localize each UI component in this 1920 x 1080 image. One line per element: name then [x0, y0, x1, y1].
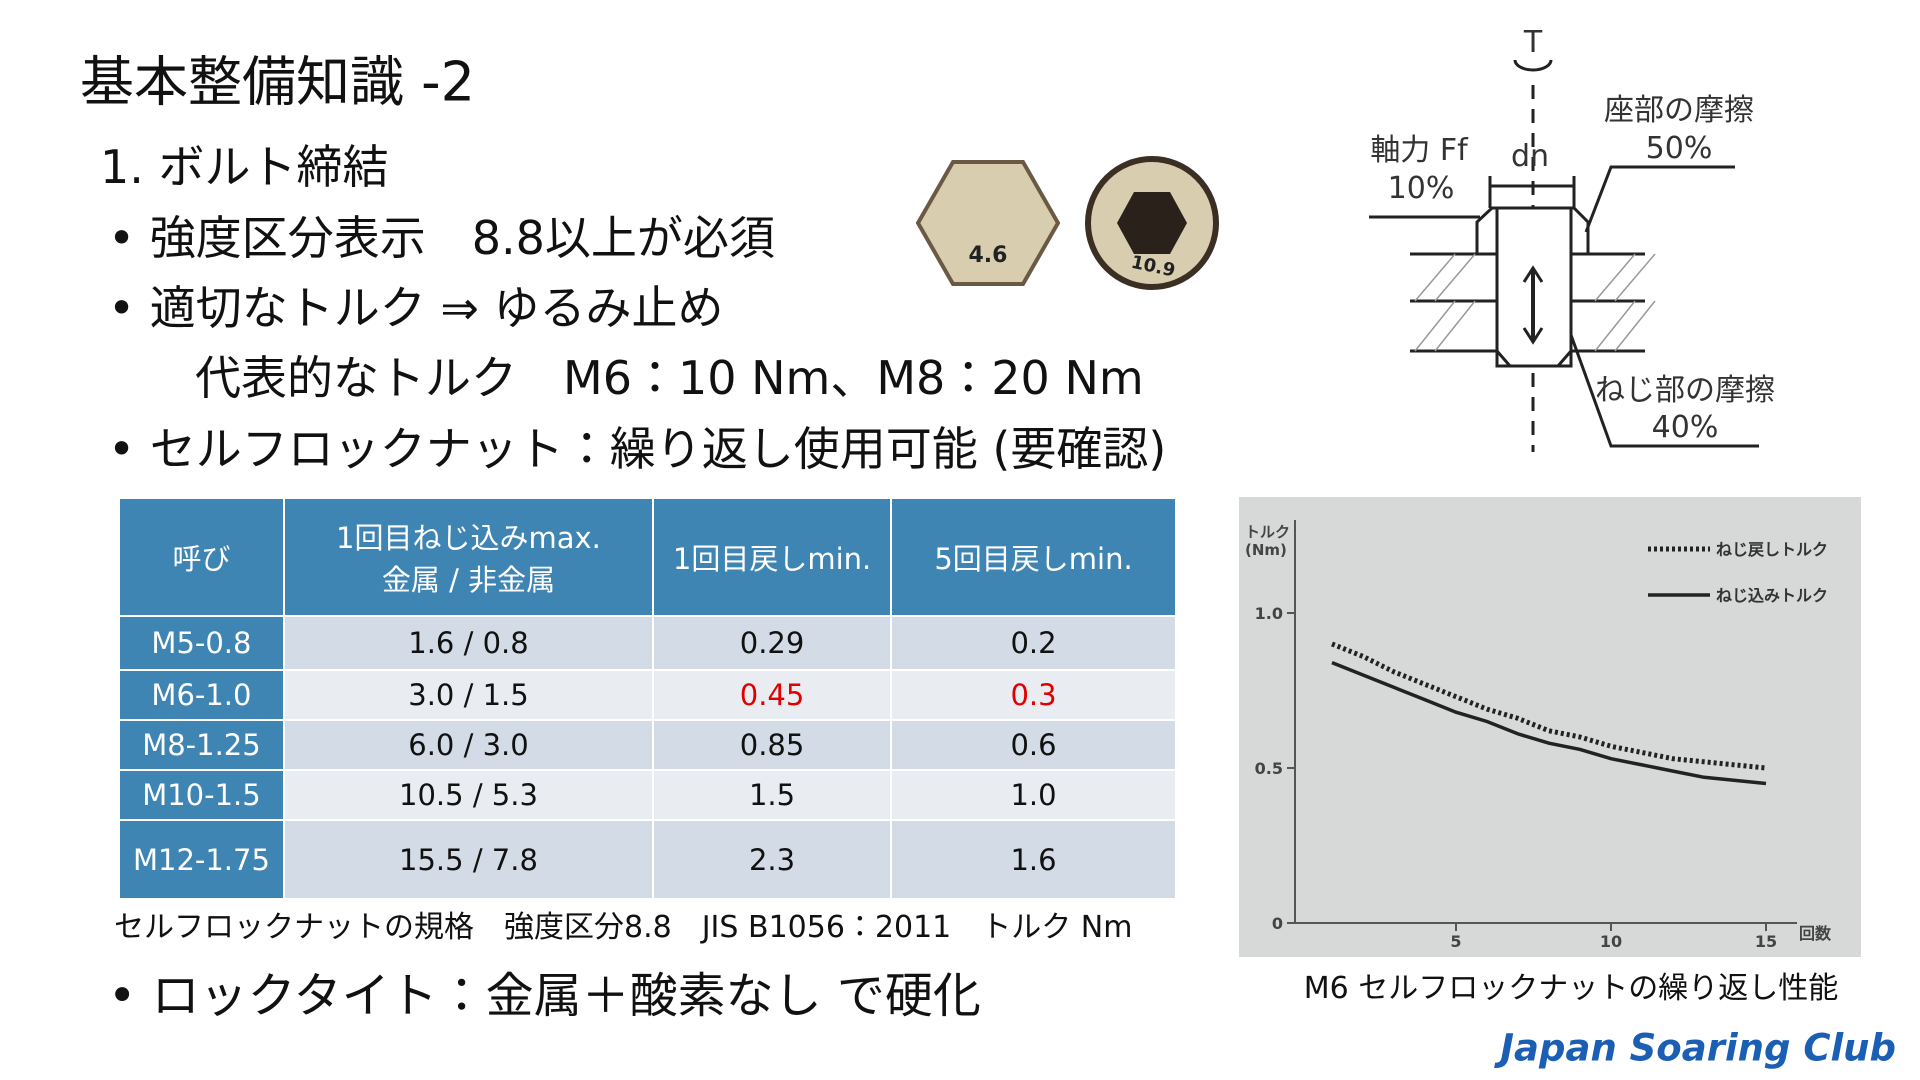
hex-socket: [1117, 192, 1187, 254]
bullet: • セルフロックナット：繰り返し使用可能 (要確認): [108, 422, 1167, 476]
row-key: M5-0.8: [118, 615, 285, 671]
diameter-label: dn: [1511, 139, 1549, 174]
seat-label: 座部の摩擦: [1604, 93, 1754, 128]
table-row: M8-1.25 6.0 / 3.0 0.85 0.6: [118, 719, 1177, 771]
y-axis-label: トルク: [1245, 523, 1290, 541]
cell: 0.3: [890, 669, 1177, 721]
cell: 1.6: [890, 819, 1177, 900]
y-tick-label: 1.0: [1255, 604, 1283, 623]
table-caption: セルフロックナットの規格 強度区分8.8 JIS B1056：2011 トルク …: [114, 910, 1133, 945]
thread-pct: 40%: [1652, 410, 1719, 445]
graph-background: [1239, 497, 1861, 957]
seat-pct: 50%: [1646, 131, 1713, 166]
cell: 1.0: [890, 769, 1177, 821]
y-tick-label: 0.5: [1255, 759, 1283, 778]
legend-label: ねじ戻しトルク: [1716, 540, 1828, 559]
cell: 6.0 / 3.0: [282, 719, 655, 771]
y-tick-label: 0: [1272, 914, 1283, 933]
header-cell: 呼び: [118, 497, 285, 617]
cell: 0.45: [652, 669, 893, 721]
slide-title: 基本整備知識 -2: [80, 50, 476, 114]
section-heading: 1. ボルト締結: [100, 140, 389, 194]
header-cell: 5回目戻しmin.: [890, 497, 1177, 617]
axial-label: 軸力 Ff: [1370, 133, 1469, 168]
bolt-mark: 4.6: [969, 243, 1008, 268]
x-tick-label: 15: [1755, 932, 1777, 951]
x-tick-label: 5: [1450, 932, 1461, 951]
bullet: • 適切なトルク ⇒ ゆるみ止め: [108, 281, 724, 335]
row-key: M10-1.5: [118, 769, 285, 821]
hex-bolt-head: [915, 160, 1061, 286]
series-line: [1331, 641, 1767, 771]
graph-caption: M6 セルフロックナットの繰り返し性能: [1303, 971, 1839, 1006]
cell: 0.6: [890, 719, 1177, 771]
cell: 0.2: [890, 615, 1177, 671]
axial-pct: 10%: [1388, 171, 1455, 206]
footer-brand: Japan Soaring Club: [1500, 1026, 1896, 1070]
cell: 10.5 / 5.3: [282, 769, 655, 821]
header-cell: 1回目ねじ込みmax. 金属 / 非金属: [282, 497, 655, 617]
cell: 2.3: [652, 819, 893, 900]
legend-label: ねじ込みトルク: [1716, 586, 1828, 605]
cell: 0.85: [652, 719, 893, 771]
table-row: M10-1.5 10.5 / 5.3 1.5 1.0: [118, 769, 1177, 821]
row-key: M6-1.0: [118, 669, 285, 721]
bolt-diagram: [1369, 59, 1759, 452]
cell: 15.5 / 7.8: [282, 819, 655, 900]
header-line: 金属 / 非金属: [381, 563, 556, 597]
series-line: [1331, 660, 1767, 786]
y-axis-label: (Nm): [1245, 541, 1287, 559]
table-row: M12-1.75 15.5 / 7.8 2.3 1.6: [118, 819, 1177, 900]
cell: 1.5: [652, 769, 893, 821]
table-row: M5-0.8 1.6 / 0.8 0.29 0.2: [118, 615, 1177, 671]
row-key: M12-1.75: [118, 819, 285, 900]
row-key: M8-1.25: [118, 719, 285, 771]
spec-table: 呼び 1回目ねじ込みmax. 金属 / 非金属 1回目戻しmin. 5回目戻しmin. M…: [118, 497, 1177, 900]
bullet: • 強度区分表示 8.8以上が必須: [108, 211, 775, 265]
x-tick-label: 10: [1600, 932, 1622, 951]
header-cell: 1回目戻しmin.: [652, 497, 893, 617]
sub-line: 代表的なトルク M6：10 Nm、M8：20 Nm: [195, 351, 1144, 405]
bullet: • ロックタイト：金属＋酸素なし で硬化: [108, 968, 981, 1024]
cell: 0.29: [652, 615, 893, 671]
table-row: M6-1.0 3.0 / 1.5 0.45 0.3: [118, 669, 1177, 721]
x-axis-label: 回数: [1799, 924, 1832, 943]
torque-symbol: T: [1523, 25, 1543, 60]
cell: 3.0 / 1.5: [282, 669, 655, 721]
hatching: [1414, 253, 1656, 352]
cell: 1.6 / 0.8: [282, 615, 655, 671]
header-line: 1回目ねじ込みmax.: [336, 521, 601, 555]
thread-label: ねじ部の摩擦: [1595, 373, 1775, 408]
